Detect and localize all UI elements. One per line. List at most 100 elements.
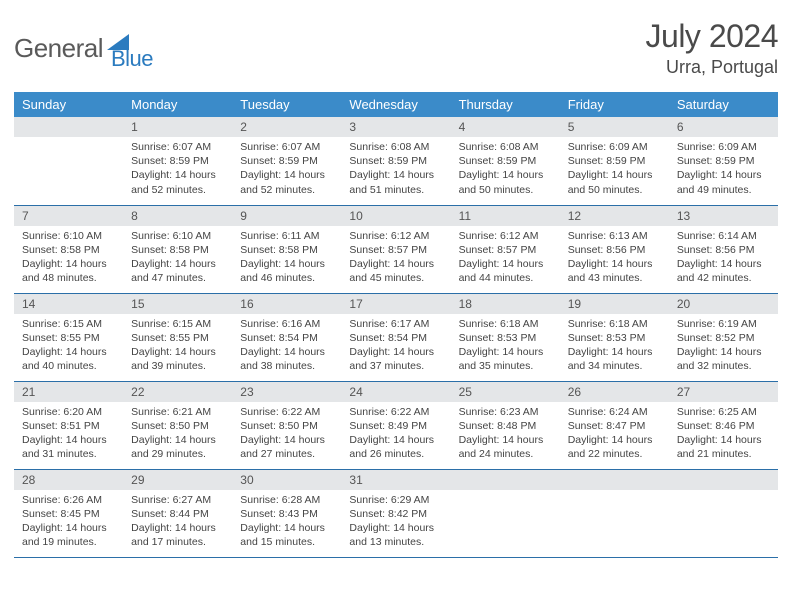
- day-details: [560, 490, 669, 499]
- day-details: Sunrise: 6:20 AMSunset: 8:51 PMDaylight:…: [14, 402, 123, 468]
- calendar-day-cell: [14, 117, 123, 205]
- day-number: 27: [669, 382, 778, 402]
- day-details: Sunrise: 6:29 AMSunset: 8:42 PMDaylight:…: [341, 490, 450, 556]
- calendar-week-row: 21Sunrise: 6:20 AMSunset: 8:51 PMDayligh…: [14, 381, 778, 469]
- calendar-day-cell: 27Sunrise: 6:25 AMSunset: 8:46 PMDayligh…: [669, 381, 778, 469]
- calendar-day-cell: 1Sunrise: 6:07 AMSunset: 8:59 PMDaylight…: [123, 117, 232, 205]
- day-details: [451, 490, 560, 499]
- logo: General Blue: [14, 24, 153, 72]
- month-year: July 2024: [646, 18, 778, 55]
- day-number: 24: [341, 382, 450, 402]
- day-number: 1: [123, 117, 232, 137]
- day-number: 5: [560, 117, 669, 137]
- day-details: Sunrise: 6:11 AMSunset: 8:58 PMDaylight:…: [232, 226, 341, 292]
- calendar-day-cell: 8Sunrise: 6:10 AMSunset: 8:58 PMDaylight…: [123, 205, 232, 293]
- day-number: 6: [669, 117, 778, 137]
- logo-text-blue: Blue: [111, 46, 153, 72]
- calendar-day-cell: 6Sunrise: 6:09 AMSunset: 8:59 PMDaylight…: [669, 117, 778, 205]
- day-details: Sunrise: 6:07 AMSunset: 8:59 PMDaylight:…: [232, 137, 341, 203]
- day-number: 22: [123, 382, 232, 402]
- day-number: 14: [14, 294, 123, 314]
- header: General Blue July 2024 Urra, Portugal: [14, 18, 778, 78]
- day-details: Sunrise: 6:19 AMSunset: 8:52 PMDaylight:…: [669, 314, 778, 380]
- day-number: 19: [560, 294, 669, 314]
- weekday-header: Sunday: [14, 92, 123, 117]
- day-number: 29: [123, 470, 232, 490]
- day-details: Sunrise: 6:15 AMSunset: 8:55 PMDaylight:…: [14, 314, 123, 380]
- day-number: 18: [451, 294, 560, 314]
- day-details: Sunrise: 6:25 AMSunset: 8:46 PMDaylight:…: [669, 402, 778, 468]
- day-number: 7: [14, 206, 123, 226]
- calendar-day-cell: [669, 469, 778, 557]
- calendar-day-cell: 29Sunrise: 6:27 AMSunset: 8:44 PMDayligh…: [123, 469, 232, 557]
- day-details: Sunrise: 6:16 AMSunset: 8:54 PMDaylight:…: [232, 314, 341, 380]
- calendar-day-cell: 7Sunrise: 6:10 AMSunset: 8:58 PMDaylight…: [14, 205, 123, 293]
- day-details: Sunrise: 6:12 AMSunset: 8:57 PMDaylight:…: [341, 226, 450, 292]
- day-number: 21: [14, 382, 123, 402]
- day-details: Sunrise: 6:17 AMSunset: 8:54 PMDaylight:…: [341, 314, 450, 380]
- calendar-day-cell: 5Sunrise: 6:09 AMSunset: 8:59 PMDaylight…: [560, 117, 669, 205]
- calendar-day-cell: 20Sunrise: 6:19 AMSunset: 8:52 PMDayligh…: [669, 293, 778, 381]
- day-details: Sunrise: 6:08 AMSunset: 8:59 PMDaylight:…: [341, 137, 450, 203]
- calendar-day-cell: 12Sunrise: 6:13 AMSunset: 8:56 PMDayligh…: [560, 205, 669, 293]
- day-details: Sunrise: 6:22 AMSunset: 8:49 PMDaylight:…: [341, 402, 450, 468]
- day-details: Sunrise: 6:27 AMSunset: 8:44 PMDaylight:…: [123, 490, 232, 556]
- day-number: [560, 470, 669, 490]
- weekday-header: Thursday: [451, 92, 560, 117]
- calendar-day-cell: 4Sunrise: 6:08 AMSunset: 8:59 PMDaylight…: [451, 117, 560, 205]
- day-number: 9: [232, 206, 341, 226]
- day-number: 8: [123, 206, 232, 226]
- weekday-header: Monday: [123, 92, 232, 117]
- day-number: 15: [123, 294, 232, 314]
- calendar-day-cell: 2Sunrise: 6:07 AMSunset: 8:59 PMDaylight…: [232, 117, 341, 205]
- calendar-week-row: 7Sunrise: 6:10 AMSunset: 8:58 PMDaylight…: [14, 205, 778, 293]
- day-details: Sunrise: 6:07 AMSunset: 8:59 PMDaylight:…: [123, 137, 232, 203]
- calendar-day-cell: 21Sunrise: 6:20 AMSunset: 8:51 PMDayligh…: [14, 381, 123, 469]
- day-number: [669, 470, 778, 490]
- weekday-header: Friday: [560, 92, 669, 117]
- day-number: 2: [232, 117, 341, 137]
- day-details: Sunrise: 6:18 AMSunset: 8:53 PMDaylight:…: [560, 314, 669, 380]
- calendar-day-cell: 10Sunrise: 6:12 AMSunset: 8:57 PMDayligh…: [341, 205, 450, 293]
- day-details: Sunrise: 6:12 AMSunset: 8:57 PMDaylight:…: [451, 226, 560, 292]
- calendar-week-row: 14Sunrise: 6:15 AMSunset: 8:55 PMDayligh…: [14, 293, 778, 381]
- day-number: 10: [341, 206, 450, 226]
- day-number: [14, 117, 123, 137]
- day-number: 13: [669, 206, 778, 226]
- calendar-week-row: 1Sunrise: 6:07 AMSunset: 8:59 PMDaylight…: [14, 117, 778, 205]
- calendar-day-cell: 25Sunrise: 6:23 AMSunset: 8:48 PMDayligh…: [451, 381, 560, 469]
- calendar-day-cell: 16Sunrise: 6:16 AMSunset: 8:54 PMDayligh…: [232, 293, 341, 381]
- weekday-header: Wednesday: [341, 92, 450, 117]
- day-details: Sunrise: 6:10 AMSunset: 8:58 PMDaylight:…: [123, 226, 232, 292]
- day-number: 12: [560, 206, 669, 226]
- day-number: [451, 470, 560, 490]
- calendar-day-cell: 11Sunrise: 6:12 AMSunset: 8:57 PMDayligh…: [451, 205, 560, 293]
- day-details: Sunrise: 6:23 AMSunset: 8:48 PMDaylight:…: [451, 402, 560, 468]
- day-details: Sunrise: 6:08 AMSunset: 8:59 PMDaylight:…: [451, 137, 560, 203]
- day-number: 26: [560, 382, 669, 402]
- day-details: Sunrise: 6:09 AMSunset: 8:59 PMDaylight:…: [669, 137, 778, 203]
- day-number: 16: [232, 294, 341, 314]
- day-details: Sunrise: 6:13 AMSunset: 8:56 PMDaylight:…: [560, 226, 669, 292]
- location: Urra, Portugal: [646, 57, 778, 78]
- day-details: Sunrise: 6:09 AMSunset: 8:59 PMDaylight:…: [560, 137, 669, 203]
- day-details: Sunrise: 6:15 AMSunset: 8:55 PMDaylight:…: [123, 314, 232, 380]
- calendar-day-cell: 9Sunrise: 6:11 AMSunset: 8:58 PMDaylight…: [232, 205, 341, 293]
- calendar-day-cell: 30Sunrise: 6:28 AMSunset: 8:43 PMDayligh…: [232, 469, 341, 557]
- calendar-day-cell: 15Sunrise: 6:15 AMSunset: 8:55 PMDayligh…: [123, 293, 232, 381]
- day-number: 25: [451, 382, 560, 402]
- day-number: 11: [451, 206, 560, 226]
- day-details: Sunrise: 6:10 AMSunset: 8:58 PMDaylight:…: [14, 226, 123, 292]
- calendar-day-cell: 14Sunrise: 6:15 AMSunset: 8:55 PMDayligh…: [14, 293, 123, 381]
- calendar-day-cell: 23Sunrise: 6:22 AMSunset: 8:50 PMDayligh…: [232, 381, 341, 469]
- calendar-day-cell: 24Sunrise: 6:22 AMSunset: 8:49 PMDayligh…: [341, 381, 450, 469]
- calendar-day-cell: 22Sunrise: 6:21 AMSunset: 8:50 PMDayligh…: [123, 381, 232, 469]
- weekday-header: Saturday: [669, 92, 778, 117]
- calendar-day-cell: 3Sunrise: 6:08 AMSunset: 8:59 PMDaylight…: [341, 117, 450, 205]
- calendar-day-cell: [560, 469, 669, 557]
- day-number: 17: [341, 294, 450, 314]
- day-number: 31: [341, 470, 450, 490]
- day-details: Sunrise: 6:26 AMSunset: 8:45 PMDaylight:…: [14, 490, 123, 556]
- day-details: Sunrise: 6:28 AMSunset: 8:43 PMDaylight:…: [232, 490, 341, 556]
- calendar-day-cell: 17Sunrise: 6:17 AMSunset: 8:54 PMDayligh…: [341, 293, 450, 381]
